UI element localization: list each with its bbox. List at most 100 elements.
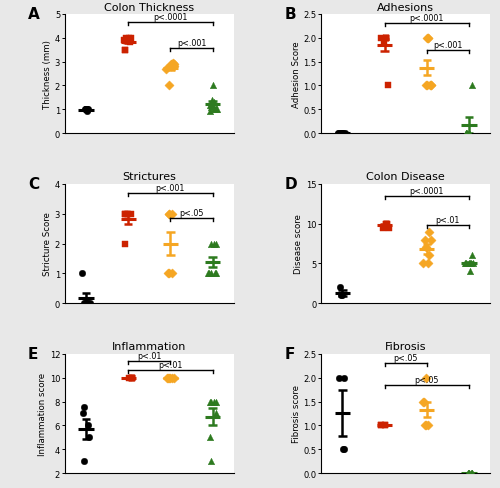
- Point: [466, 268, 474, 276]
- Point: [382, 35, 390, 42]
- Point: [165, 270, 173, 278]
- Point: [423, 35, 431, 42]
- Point: [82, 106, 90, 114]
- Point: [334, 130, 342, 138]
- Title: Colon Disease: Colon Disease: [366, 172, 445, 182]
- Point: [426, 82, 434, 90]
- Text: p<.05: p<.05: [394, 353, 418, 363]
- Point: [206, 398, 214, 406]
- Point: [163, 374, 171, 382]
- Point: [462, 260, 470, 268]
- Point: [381, 422, 389, 429]
- Point: [382, 220, 390, 228]
- Point: [338, 130, 346, 138]
- Point: [424, 35, 432, 42]
- Point: [422, 82, 430, 90]
- Y-axis label: Fibrosis score: Fibrosis score: [292, 385, 300, 443]
- Point: [468, 252, 476, 260]
- Text: p<.0001: p<.0001: [153, 13, 188, 22]
- Point: [465, 260, 473, 268]
- Point: [166, 210, 173, 218]
- Y-axis label: Adhesion Score: Adhesion Score: [292, 41, 300, 108]
- Point: [121, 210, 129, 218]
- Point: [166, 374, 174, 382]
- Point: [121, 240, 129, 248]
- Point: [384, 82, 392, 90]
- Point: [170, 374, 177, 382]
- Point: [212, 106, 220, 114]
- Point: [168, 374, 175, 382]
- Point: [382, 35, 390, 42]
- Point: [468, 469, 475, 477]
- Point: [212, 106, 220, 114]
- Point: [212, 270, 220, 278]
- Text: p<.01: p<.01: [158, 361, 182, 370]
- Point: [379, 224, 387, 232]
- Point: [84, 106, 92, 114]
- Point: [427, 82, 435, 90]
- Point: [122, 46, 130, 54]
- Point: [340, 446, 348, 453]
- Point: [168, 270, 176, 278]
- Point: [377, 422, 385, 429]
- Point: [78, 270, 86, 278]
- Text: A: A: [28, 7, 40, 22]
- Point: [84, 300, 92, 307]
- Y-axis label: Disease score: Disease score: [294, 214, 303, 274]
- Point: [424, 422, 432, 429]
- Point: [82, 106, 90, 114]
- Point: [124, 37, 132, 45]
- Title: Inflammation: Inflammation: [112, 342, 186, 352]
- Point: [212, 410, 220, 418]
- Point: [121, 210, 129, 218]
- Point: [336, 130, 344, 138]
- Text: p<.05: p<.05: [179, 209, 204, 218]
- Point: [165, 210, 173, 218]
- Point: [79, 410, 87, 418]
- Point: [207, 270, 215, 278]
- Point: [124, 210, 132, 218]
- Point: [464, 469, 472, 477]
- Point: [128, 374, 136, 382]
- Point: [210, 82, 218, 90]
- Point: [210, 106, 218, 114]
- Point: [210, 99, 218, 107]
- Point: [336, 284, 344, 292]
- Point: [338, 292, 345, 300]
- Point: [462, 130, 470, 138]
- Point: [206, 240, 214, 248]
- Point: [126, 210, 134, 218]
- Text: p<.001: p<.001: [177, 40, 206, 48]
- Y-axis label: Inflammation score: Inflammation score: [38, 372, 47, 455]
- Y-axis label: Stricture Score: Stricture Score: [43, 212, 52, 276]
- Point: [424, 35, 432, 42]
- Text: p<.01: p<.01: [436, 216, 460, 225]
- Point: [120, 37, 128, 45]
- Point: [128, 374, 136, 382]
- Point: [420, 398, 428, 406]
- Point: [212, 398, 220, 406]
- Point: [418, 260, 426, 268]
- Title: Fibrosis: Fibrosis: [385, 342, 426, 352]
- Point: [381, 422, 389, 429]
- Point: [204, 270, 212, 278]
- Point: [383, 220, 391, 228]
- Point: [80, 458, 88, 466]
- Point: [122, 38, 130, 46]
- Y-axis label: Thickness (mm): Thickness (mm): [43, 40, 52, 109]
- Point: [169, 60, 177, 67]
- Title: Adhesions: Adhesions: [377, 2, 434, 13]
- Point: [166, 63, 174, 71]
- Point: [464, 130, 471, 138]
- Point: [206, 434, 214, 442]
- Point: [166, 82, 173, 90]
- Title: Strictures: Strictures: [122, 172, 176, 182]
- Text: C: C: [28, 177, 39, 192]
- Point: [338, 292, 346, 300]
- Point: [126, 35, 134, 42]
- Point: [467, 260, 475, 268]
- Point: [384, 224, 392, 232]
- Point: [121, 46, 129, 54]
- Point: [465, 469, 473, 477]
- Text: p<.01: p<.01: [137, 351, 162, 360]
